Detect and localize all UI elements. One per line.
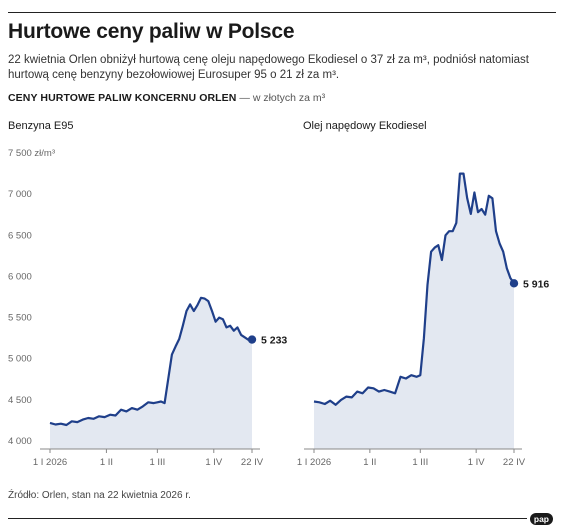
end-value-label: 5 233 — [261, 335, 287, 347]
panel-title: Olej napędowy Ekodiesel — [303, 120, 427, 132]
x-tick-label: 1 IV — [205, 457, 223, 468]
section-unit: — w złotych za m³ — [236, 92, 326, 104]
panel-title: Benzyna E95 — [8, 120, 73, 132]
x-tick-label: 1 III — [149, 457, 165, 468]
y-tick-label: 4 000 — [8, 436, 32, 447]
chart-panel-2: Olej napędowy Ekodiesel 1 I 2026 1 II 1 III… — [297, 120, 550, 468]
pap-logo: pap — [526, 509, 556, 527]
y-tick-label: 7 500 zł/m³ — [8, 148, 55, 159]
section-heading: CENY HURTOWE PALIW KONCERNU ORLEN — w zł… — [8, 92, 325, 104]
x-tick-label: 1 II — [100, 457, 113, 468]
page-subtitle: 22 kwietnia Orlen obniżył hurtową cenę o… — [8, 54, 529, 81]
y-tick-label: 6 500 — [8, 230, 32, 241]
x-tick-label: 1 III — [412, 457, 428, 468]
x-tick-label: 22 IV — [503, 457, 526, 468]
x-tick-label: 1 I 2026 — [33, 457, 67, 468]
chart-panel-1: Benzyna E95 4 000 4 500 5 000 5 500 6 000 6 50… — [8, 120, 287, 468]
section-title: CENY HURTOWE PALIW KONCERNU ORLEN — [8, 92, 237, 104]
bottom-rule — [8, 518, 556, 519]
series-area — [314, 173, 514, 449]
source-note: Źródło: Orlen, stan na 22 kwietnia 2026 … — [8, 490, 191, 501]
series-line — [313, 172, 515, 406]
series-area — [50, 297, 252, 449]
y-tick-label: 4 500 — [8, 395, 32, 406]
x-tick-label: 22 IV — [241, 457, 264, 468]
y-tick-label: 5 000 — [8, 354, 32, 365]
series-line — [49, 296, 253, 427]
y-tick-label: 7 000 — [8, 189, 32, 200]
y-tick-label: 5 500 — [8, 313, 32, 324]
end-point-marker — [247, 335, 257, 344]
end-point-marker — [509, 279, 519, 288]
x-tick-label: 1 I 2026 — [297, 457, 331, 468]
x-tick-label: 1 II — [363, 457, 376, 468]
top-rule — [8, 12, 556, 13]
x-tick-label: 1 IV — [468, 457, 486, 468]
y-tick-label: 6 000 — [8, 271, 32, 282]
page-title: Hurtowe ceny paliw w Polsce — [8, 20, 295, 43]
end-value-label: 5 916 — [523, 278, 549, 290]
pap-logo-text: pap — [529, 513, 553, 525]
